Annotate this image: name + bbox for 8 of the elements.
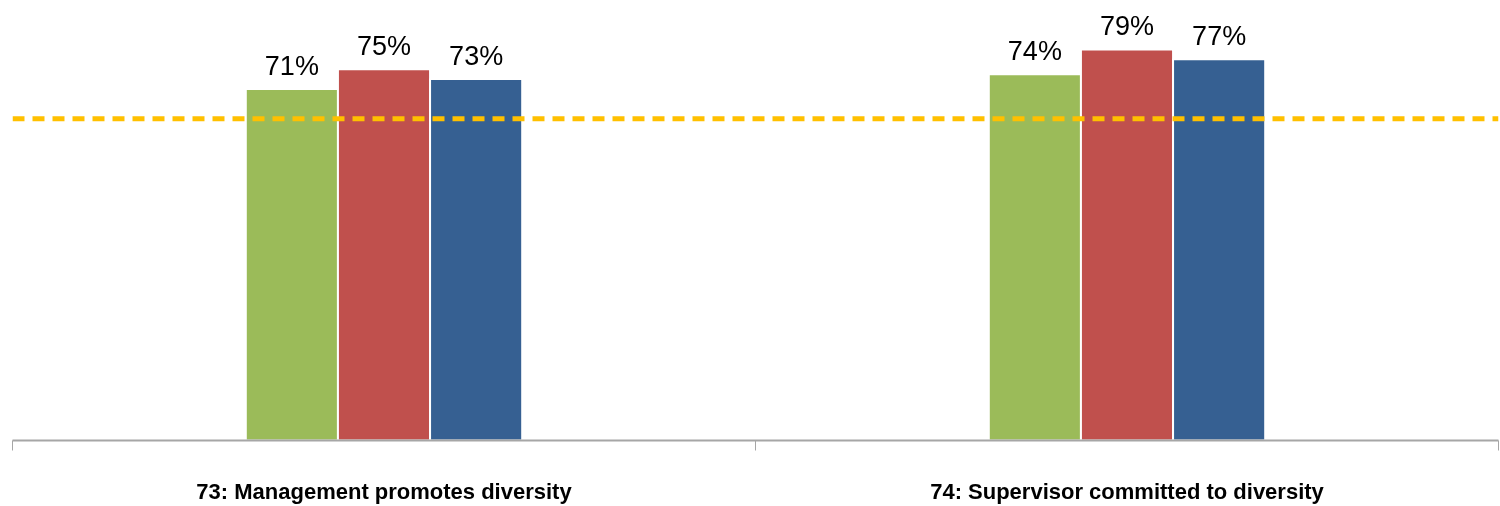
data-label: 75% xyxy=(356,31,412,62)
x-tick-label: 74: Supervisor committed to diversity xyxy=(930,478,1325,504)
x-tick-label: 73: Management promotes diversity xyxy=(196,478,573,504)
data-label: 73% xyxy=(449,41,504,72)
data-label: 77% xyxy=(1192,21,1247,52)
data-label: 79% xyxy=(1099,11,1155,42)
data-label: 71% xyxy=(264,51,319,81)
data-label: 74% xyxy=(1007,36,1062,67)
